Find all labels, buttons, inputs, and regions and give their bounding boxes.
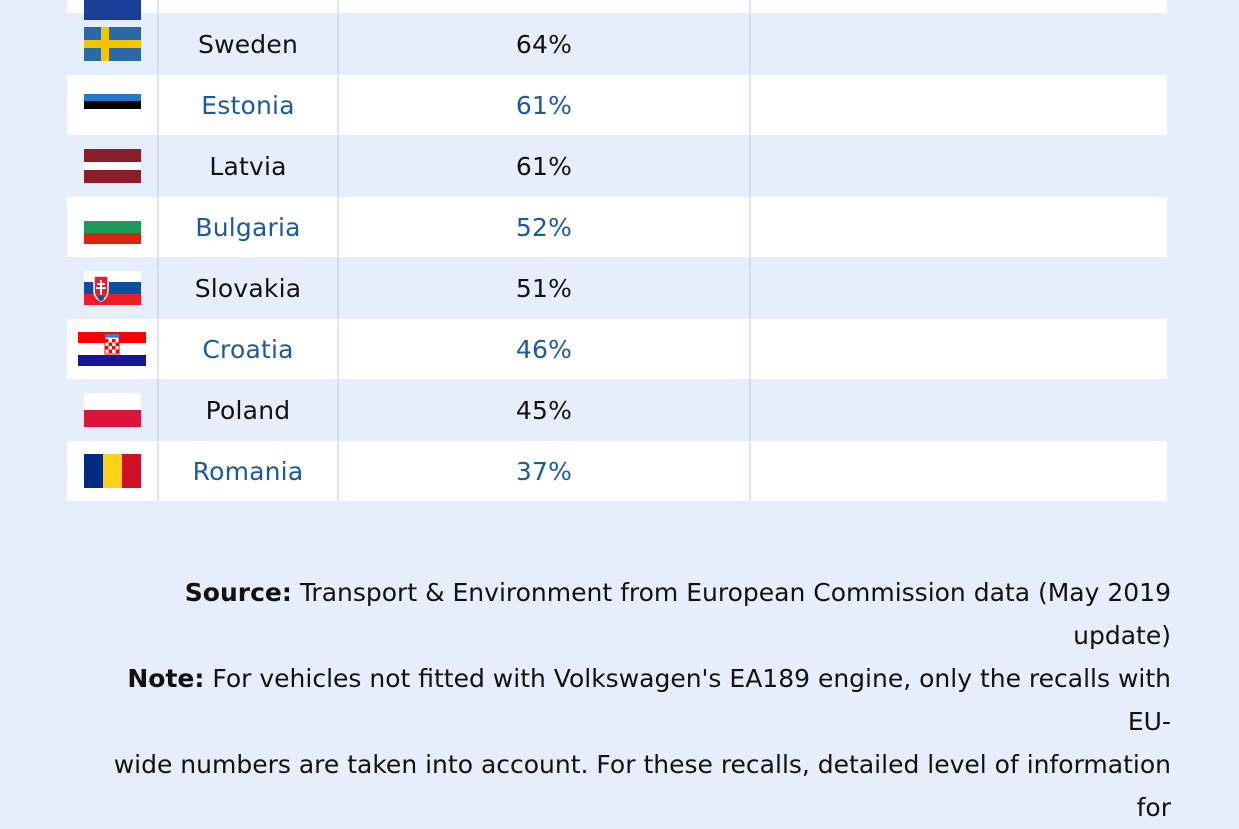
flag-cell xyxy=(67,258,159,318)
source-text: Transport & Environment from European Co… xyxy=(299,578,1171,650)
country-cell: Romania xyxy=(159,441,339,501)
flag-cell xyxy=(67,380,159,440)
flag-cell xyxy=(67,319,159,379)
empty-cell xyxy=(751,258,1167,318)
empty-cell xyxy=(751,380,1167,440)
table-row: Bulgaria 52% xyxy=(67,197,1167,258)
source-line: Source: Transport & Environment from Eur… xyxy=(91,571,1171,657)
percentage-value: 61% xyxy=(515,151,573,181)
partial-flag-icon xyxy=(83,0,141,20)
percentage-value: 52% xyxy=(515,212,573,242)
chart-footer: Source: Transport & Environment from Eur… xyxy=(91,571,1171,829)
country-table: Sweden 64% Estonia 61% Latvia 61% Bulgaria 52% S… xyxy=(67,0,1167,502)
country-cell: Croatia xyxy=(159,319,339,379)
percentage-value: 61% xyxy=(515,90,573,120)
country-cell: Slovakia xyxy=(159,258,339,318)
note-line-1: Note: For vehicles not fitted with Volks… xyxy=(91,657,1171,743)
country-name[interactable]: Romania xyxy=(192,456,304,486)
table-row: Latvia 61% xyxy=(67,136,1167,197)
flag-cell xyxy=(67,197,159,257)
percentage-cell: 51% xyxy=(339,258,751,318)
sweden-flag-icon xyxy=(83,27,141,61)
note-text-1: For vehicles not fitted with Volkswagen'… xyxy=(212,664,1171,736)
source-label: Source: xyxy=(184,578,292,607)
empty-cell xyxy=(751,14,1167,74)
percentage-cell: 61% xyxy=(339,75,751,135)
empty-cell xyxy=(751,0,1167,13)
romania-flag-icon xyxy=(83,454,141,488)
country-name: Slovakia xyxy=(194,273,302,303)
country-cell xyxy=(159,0,339,13)
flag-cell xyxy=(67,441,159,501)
percentage-cell: 64% xyxy=(339,14,751,74)
country-name[interactable]: Estonia xyxy=(201,90,295,120)
poland-flag-icon xyxy=(83,393,141,427)
latvia-flag-icon xyxy=(83,149,141,183)
percentage-cell xyxy=(339,0,751,13)
country-cell: Estonia xyxy=(159,75,339,135)
empty-cell xyxy=(751,197,1167,257)
table-row: Croatia 46% xyxy=(67,319,1167,380)
croatia-flag-icon xyxy=(78,332,146,366)
country-name[interactable]: Bulgaria xyxy=(195,212,301,242)
empty-cell xyxy=(751,75,1167,135)
country-cell: Latvia xyxy=(159,136,339,196)
empty-cell xyxy=(751,136,1167,196)
percentage-value: 46% xyxy=(515,334,573,364)
table-row xyxy=(67,0,1167,20)
percentage-cell: 46% xyxy=(339,319,751,379)
country-name[interactable]: Croatia xyxy=(202,334,294,364)
percentage-value: 51% xyxy=(515,273,573,303)
flag-cell xyxy=(67,136,159,196)
table-row: Poland 45% xyxy=(67,380,1167,441)
percentage-cell: 37% xyxy=(339,441,751,501)
country-name: Latvia xyxy=(209,151,287,181)
slovakia-flag-icon xyxy=(83,271,141,305)
estonia-flag-icon xyxy=(83,94,141,116)
flag-cell xyxy=(67,0,159,20)
country-cell: Poland xyxy=(159,380,339,440)
country-cell: Bulgaria xyxy=(159,197,339,257)
table-row: Slovakia 51% xyxy=(67,258,1167,319)
percentage-cell: 61% xyxy=(339,136,751,196)
flag-cell xyxy=(67,14,159,74)
empty-cell xyxy=(751,319,1167,379)
percentage-cell: 45% xyxy=(339,380,751,440)
bulgaria-flag-icon xyxy=(83,210,141,244)
flag-cell xyxy=(67,75,159,135)
table-row: Romania 37% xyxy=(67,441,1167,502)
percentage-value: 64% xyxy=(515,29,573,59)
empty-cell xyxy=(751,441,1167,501)
note-line-2: wide numbers are taken into account. For… xyxy=(91,743,1171,829)
country-name: Sweden xyxy=(198,29,298,59)
note-label: Note: xyxy=(127,664,205,693)
percentage-value: 45% xyxy=(515,395,573,425)
percentage-cell: 52% xyxy=(339,197,751,257)
note-text-2: wide numbers are taken into account. For… xyxy=(113,750,1171,822)
table-row: Sweden 64% xyxy=(67,14,1167,75)
country-cell: Sweden xyxy=(159,14,339,74)
percentage-value: 37% xyxy=(515,456,573,486)
country-name: Poland xyxy=(205,395,291,425)
table-row: Estonia 61% xyxy=(67,75,1167,136)
